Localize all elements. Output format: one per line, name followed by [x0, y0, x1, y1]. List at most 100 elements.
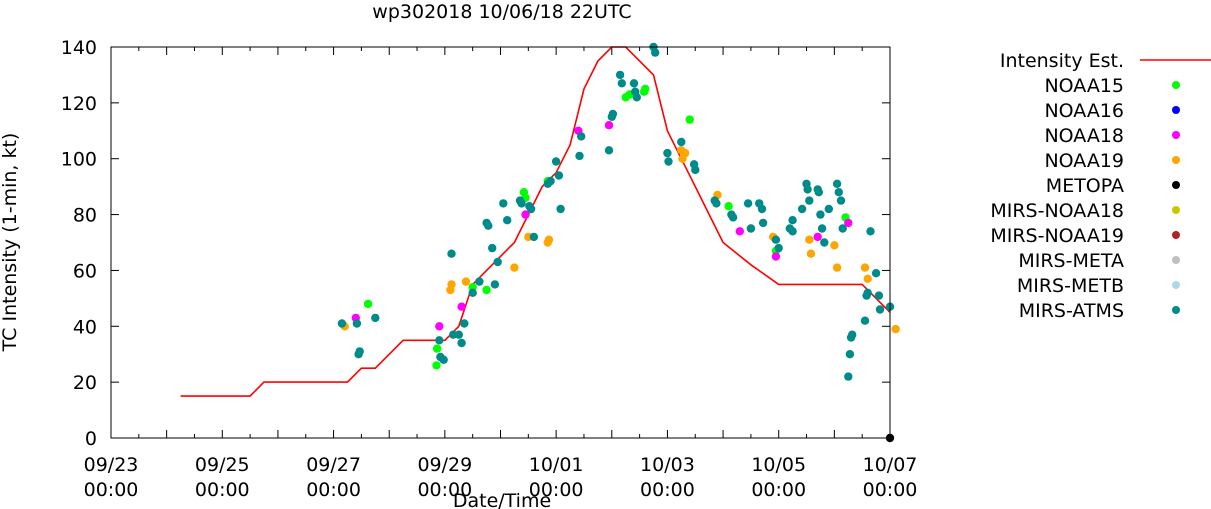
x-axis-label: Date/Time: [453, 490, 551, 509]
plot-frame: [110, 46, 891, 439]
y-tick-label: 60: [73, 260, 97, 282]
x-tick-label-time: 00:00: [417, 479, 472, 501]
point-noaa15: [724, 202, 733, 211]
legend-label-mirs-atms: MIRS-ATMS: [1019, 300, 1124, 322]
y-tick-label: 40: [73, 316, 97, 338]
point-mirs-atms: [499, 199, 508, 208]
point-mirs-atms: [848, 330, 857, 339]
point-mirs-atms: [663, 148, 672, 158]
x-tick-label-date: 09/25: [195, 454, 250, 476]
point-mirs-atms: [546, 176, 555, 186]
x-tick-label-time: 00:00: [84, 479, 139, 501]
x-tick-label-time: 00:00: [306, 479, 361, 501]
legend-label-mirs-metb: MIRS-METB: [1017, 275, 1124, 297]
point-mirs-atms: [629, 79, 639, 88]
x-tick-label-time: 00:00: [751, 479, 806, 501]
point-mirs-atms: [551, 157, 561, 166]
point-mirs-atms: [788, 227, 797, 236]
point-noaa19: [830, 241, 839, 250]
point-mirs-atms: [844, 372, 853, 381]
point-mirs-atms: [845, 350, 855, 359]
point-mirs-atms: [817, 224, 827, 233]
point-mirs-atms: [838, 224, 847, 233]
point-mirs-atms: [556, 204, 565, 214]
point-noaa18: [844, 218, 853, 228]
legend-label-mirs-noaa18: MIRS-NOAA18: [990, 200, 1124, 222]
point-mirs-atms: [757, 204, 767, 214]
point-noaa15: [482, 285, 491, 295]
legend: Intensity Est. NOAA15 NOAA16 NOAA18 NOAA19 ME…: [990, 50, 1211, 322]
legend-swatch-noaa15: [1172, 81, 1180, 89]
point-noaa19: [461, 277, 471, 286]
point-noaa19: [805, 235, 814, 244]
point-mirs-atms: [651, 48, 660, 57]
point-mirs-atms: [863, 288, 872, 297]
point-noaa18: [735, 227, 744, 236]
x-tick-label-date: 10/01: [529, 454, 584, 476]
point-mirs-atms: [608, 109, 618, 119]
point-mirs-atms: [820, 238, 829, 247]
y-tick-label: 0: [85, 428, 97, 450]
point-noaa19: [832, 263, 842, 272]
legend-label-intensity-est: Intensity Est.: [1000, 50, 1124, 72]
point-noaa19: [544, 235, 554, 244]
point-mirs-atms: [337, 319, 347, 328]
point-mirs-atms: [529, 232, 539, 242]
point-mirs-atms: [816, 210, 825, 219]
point-mirs-atms: [860, 316, 870, 325]
point-mirs-atms: [743, 199, 753, 208]
x-tick-label-date: 10/07: [863, 454, 918, 476]
legend-swatch-noaa16: [1172, 106, 1180, 114]
point-noaa18: [771, 252, 781, 261]
legend-label-noaa16: NOAA16: [1044, 100, 1124, 122]
x-tick-label-time: 00:00: [863, 479, 918, 501]
intensity-est-line: [180, 46, 891, 397]
point-noaa18: [457, 302, 466, 311]
point-mirs-atms: [836, 196, 846, 205]
point-noaa19: [863, 274, 872, 283]
legend-swatch-noaa19: [1172, 156, 1180, 164]
x-tick-label-date: 09/23: [84, 454, 139, 476]
point-mirs-atms: [691, 165, 700, 175]
point-noaa19: [860, 263, 870, 272]
legend-swatch-mirs-atms: [1172, 306, 1180, 314]
point-mirs-atms: [805, 196, 814, 205]
x-tick-label-date: 10/03: [640, 454, 695, 476]
point-mirs-atms: [834, 188, 843, 197]
point-noaa15: [432, 344, 442, 353]
legend-label-mirs-noaa19: MIRS-NOAA19: [990, 225, 1124, 247]
y-tick-label: 20: [73, 372, 97, 394]
legend-swatch-mirs-meta: [1172, 256, 1180, 264]
point-mirs-atms: [632, 93, 641, 102]
y-tick-label: 120: [61, 93, 97, 115]
point-mirs-atms: [875, 305, 885, 314]
point-mirs-atms: [758, 218, 768, 228]
point-mirs-atms: [460, 319, 469, 328]
point-mirs-atms: [746, 224, 756, 233]
y-tick-label: 80: [73, 205, 97, 227]
point-mirs-atms: [517, 199, 526, 208]
chart-title: wp302018 10/06/18 22UTC: [372, 1, 631, 23]
y-tick-label: 100: [61, 149, 97, 171]
y-axis-label: TC Intensity (1-min, kt): [0, 133, 21, 353]
x-tick-label-time: 00:00: [640, 479, 695, 501]
point-noaa18: [604, 121, 614, 130]
point-noaa15: [363, 299, 373, 309]
point-mirs-atms: [468, 288, 477, 297]
y-tick-label: 140: [61, 37, 97, 59]
point-mirs-atms: [439, 355, 448, 364]
point-mirs-atms: [866, 227, 875, 236]
point-mirs-atms: [475, 277, 484, 286]
point-mirs-atms: [664, 157, 673, 166]
point-mirs-atms: [488, 243, 497, 253]
point-mirs-atms: [435, 336, 444, 345]
point-noaa15: [432, 361, 441, 370]
point-mirs-atms: [774, 243, 783, 253]
point-noaa15: [685, 115, 694, 124]
point-noaa18: [435, 322, 444, 331]
point-mirs-atms: [447, 249, 456, 258]
point-noaa15: [641, 84, 650, 94]
point-mirs-atms: [871, 269, 881, 278]
x-tick-label-date: 09/29: [417, 454, 472, 476]
